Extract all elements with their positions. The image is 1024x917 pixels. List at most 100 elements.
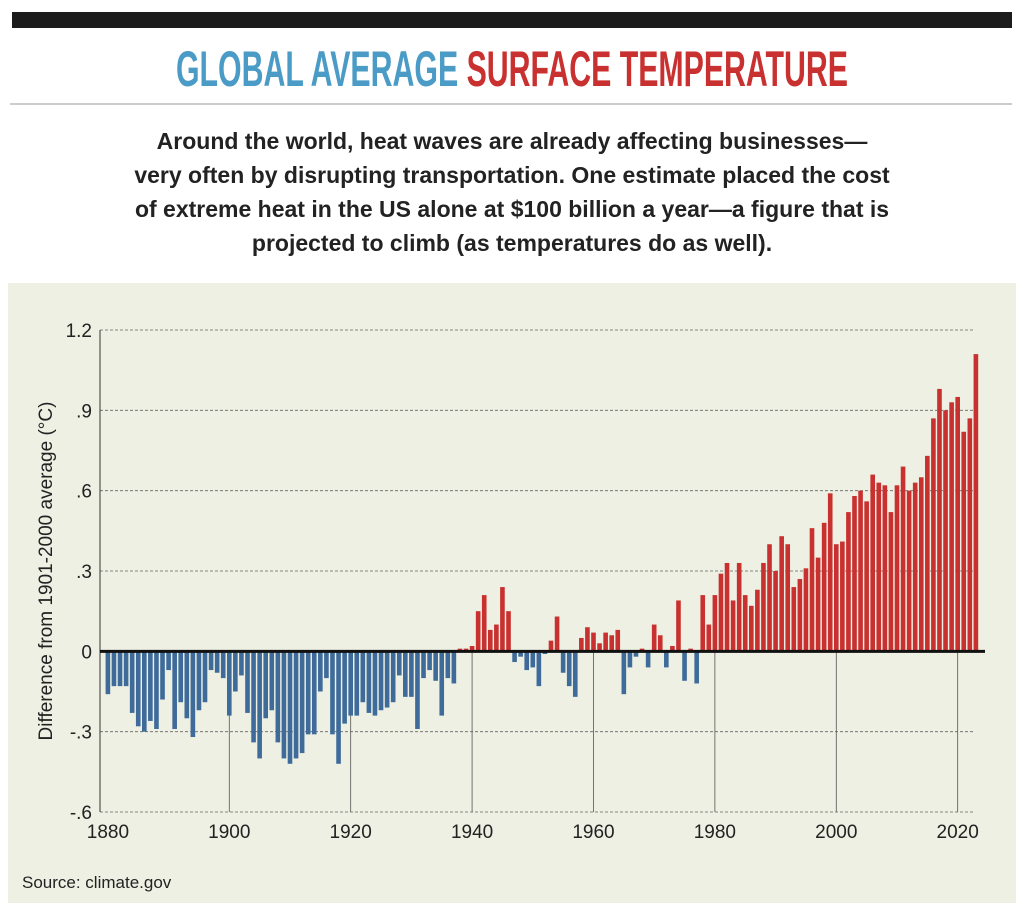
top-bar [12,12,1012,28]
bar [196,651,202,711]
bar [184,651,190,719]
bar [500,587,505,652]
subtitle: Around the world, heat waves are already… [134,128,890,256]
bar [245,651,250,713]
bar [755,589,760,652]
bar [445,651,451,679]
y-tick-label: 0 [81,642,92,663]
bar [263,651,269,719]
bar [403,651,408,697]
bar [949,402,954,652]
x-tick-label: 2000 [815,822,857,843]
x-tick-label: 1960 [572,822,614,843]
bar [827,493,833,652]
bar [275,651,281,743]
bar [579,637,584,652]
bar [451,651,457,684]
bar [469,645,475,652]
y-tick-label: .9 [76,401,92,422]
bar [378,651,384,711]
bar [305,651,311,735]
bar [815,557,821,652]
bar [348,651,353,716]
bar [645,651,651,668]
bar [390,651,396,703]
bar [421,651,426,679]
bar [925,455,930,652]
bar [299,651,305,754]
bar [912,482,918,652]
bar [566,651,572,687]
bar [633,651,639,657]
bar [311,651,317,735]
bar [142,651,147,732]
bar [585,627,590,652]
bar [773,571,778,652]
x-tick-label: 1940 [451,822,493,843]
bar [864,501,869,652]
bar [178,651,184,703]
bar [154,651,159,729]
bar [809,528,815,652]
subtitle-line: of extreme heat in the US alone at $100 … [135,196,889,222]
bar [105,651,111,695]
bar [657,635,663,652]
bar [918,477,924,652]
bar [833,544,839,652]
bar [724,562,730,652]
bar [821,522,827,652]
bar [257,651,262,759]
bar [767,544,772,652]
bar [330,651,335,735]
bar [384,651,390,708]
bar [548,640,554,652]
bar [214,651,220,673]
bar [208,651,214,671]
bar [487,629,493,652]
chart-title: GLOBAL AVERAGE SURFACE TEMPERATURE [176,41,848,97]
bar [135,651,141,727]
bar [129,651,135,713]
bar [342,651,347,724]
bar [281,651,287,759]
subtitle-line: projected to climb (as temperatures do a… [252,230,772,256]
x-tick-label: 1900 [208,822,250,843]
bar [190,651,196,738]
bar [518,651,523,657]
bar [220,651,226,679]
bar [396,651,402,676]
bar [973,354,979,652]
bar [931,418,936,652]
bar [846,512,851,652]
bar [894,485,900,652]
bar [591,632,596,652]
y-tick-label: 1.2 [66,321,92,342]
bar [882,485,888,652]
bar [318,651,323,692]
bar [117,651,123,687]
bar [366,651,372,713]
bar [439,651,445,716]
bar [409,651,414,697]
bar [730,600,736,652]
subtitle-line: Around the world, heat waves are already… [157,128,868,154]
bar [888,512,894,652]
bar [239,651,244,676]
bar [682,651,687,681]
bar [706,624,712,652]
bar [111,651,117,687]
bar [609,635,615,652]
bar [858,490,863,652]
bar [354,651,360,716]
plot-area: -.6 -.3 0 .3 .6 .9 1.2 1880 1900 1920 1940 1960 1980… [66,321,985,843]
x-tick-label: 1980 [694,822,736,843]
bar [530,651,536,668]
bar [324,651,329,679]
source: Source: climate.gov [22,873,172,892]
bar [761,562,766,652]
bar [360,651,366,703]
bar [749,605,754,652]
bar [712,595,718,652]
y-tick-label: -.6 [70,803,92,824]
bar [967,418,973,652]
